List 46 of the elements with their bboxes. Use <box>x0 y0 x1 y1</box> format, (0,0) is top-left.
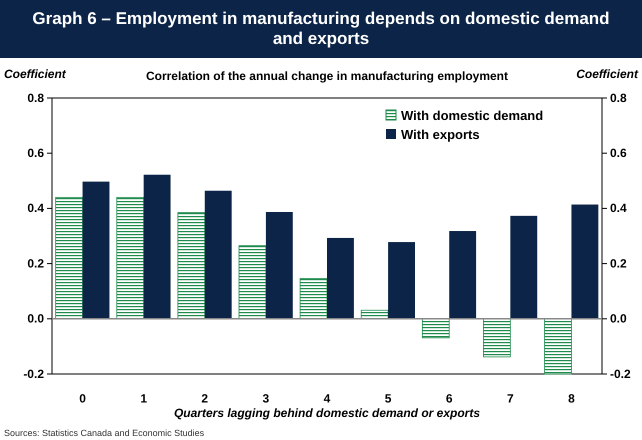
bar <box>544 318 572 374</box>
bar <box>510 216 538 319</box>
y-tick-label: 0.4 <box>27 201 44 216</box>
y2-tick-label: 0.4 <box>610 201 628 216</box>
bar <box>571 204 598 319</box>
chart-subtitle: Correlation of the annual change in manufacturing employment <box>146 69 508 83</box>
y-tick-label: 0.8 <box>27 90 44 105</box>
x-tick-label: 2 <box>201 392 208 406</box>
bar <box>300 278 328 320</box>
y-tick-label: 0.0 <box>27 312 44 326</box>
bar <box>266 212 293 319</box>
x-tick-label: 0 <box>79 392 86 406</box>
bar <box>327 238 354 319</box>
bar <box>177 212 206 320</box>
chart-title: Graph 6 – Employment in manufacturing depends on domestic demand and exports <box>32 9 610 48</box>
y2-tick-label: 0.6 <box>610 146 628 160</box>
source-note: Sources: Statistics Canada and Economic Studies <box>4 428 205 438</box>
bar <box>483 318 511 358</box>
y2-tick-label: 0.2 <box>610 256 628 270</box>
x-tick-label: 7 <box>506 392 514 406</box>
x-tick-label: 5 <box>384 392 392 406</box>
y2-tick-label: -0.2 <box>610 366 632 381</box>
y2-axis-title: Coefficient <box>576 67 639 81</box>
bar <box>238 245 266 320</box>
bar <box>449 231 476 319</box>
y2-tick-label: 0.0 <box>610 312 628 326</box>
legend-label: With exports <box>401 127 480 142</box>
x-tick-label: 4 <box>324 392 331 406</box>
y-tick-label: -0.2 <box>23 366 44 381</box>
x-tick-label: 6 <box>446 392 453 406</box>
bar <box>204 190 232 319</box>
y-axis-title: Coefficient <box>4 67 67 81</box>
bar <box>388 242 415 319</box>
bar <box>144 174 171 319</box>
y-tick-label: 0.6 <box>27 146 44 160</box>
x-tick-label: 1 <box>140 392 148 406</box>
y2-tick-label: 0.8 <box>610 90 628 105</box>
bar <box>422 318 450 338</box>
x-tick-label: 8 <box>568 392 576 406</box>
legend-label: With domestic demand <box>401 108 544 123</box>
x-axis-title: Quarters lagging behind domestic demand or exports <box>174 406 480 420</box>
bar <box>82 182 110 319</box>
x-tick-label: 3 <box>262 392 270 406</box>
bar <box>55 196 83 320</box>
bar <box>116 196 144 320</box>
y-tick-label: 0.2 <box>27 256 44 270</box>
